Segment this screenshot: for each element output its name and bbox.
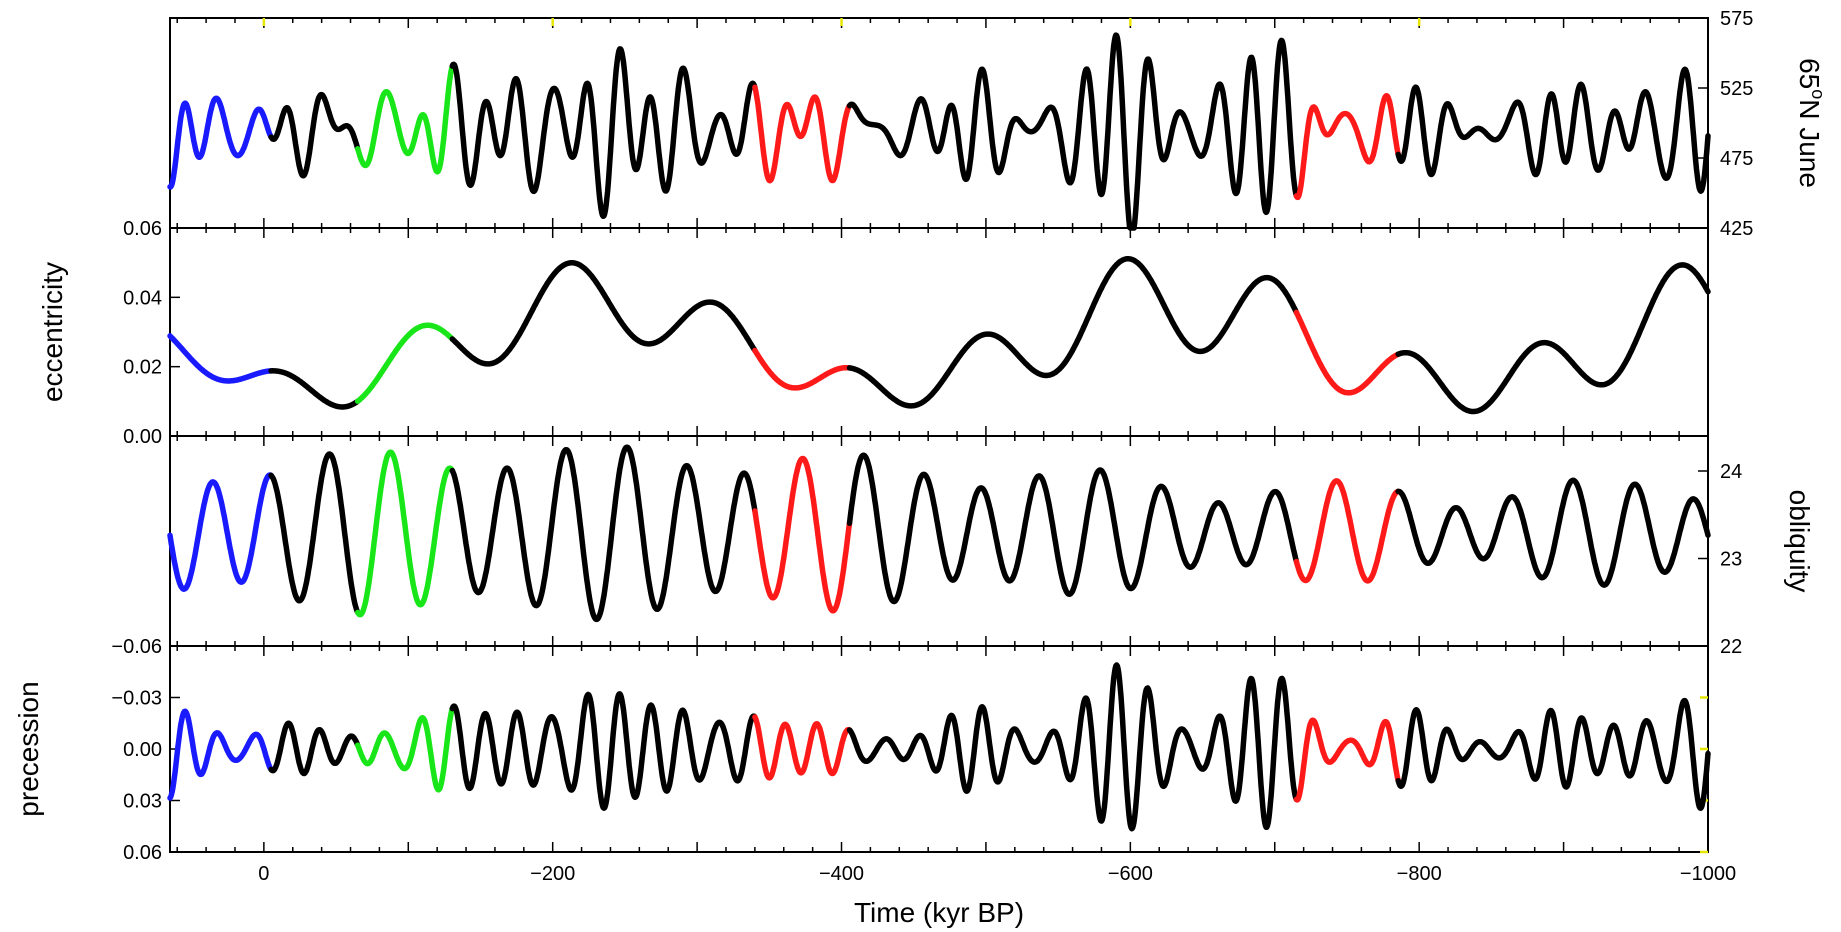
precession-ytick-label: 0.06	[123, 842, 162, 864]
insolation-ytick-label: 525	[1720, 78, 1753, 100]
eccentricity-ytick-label: 0.06	[123, 218, 162, 240]
precession-ytick-label: −0.03	[111, 688, 162, 710]
insolation-curve-segment	[167, 95, 274, 190]
eccentricity-curve-segment	[1293, 309, 1401, 396]
obliquity-curve-segment	[167, 472, 274, 592]
curves	[167, 32, 1711, 832]
x-tick-label: −600	[1108, 863, 1153, 885]
insolation-ylabel-sup: o	[1808, 89, 1828, 99]
insolation-curve-segment	[268, 91, 361, 179]
precession-panel-frame	[169, 645, 1709, 853]
insolation-panel-frame	[169, 17, 1709, 229]
eccentricity-curve-segment	[268, 368, 361, 410]
x-tick-label: −400	[819, 863, 864, 885]
precession-curve-segment	[268, 720, 361, 777]
x-tick-label: −800	[1397, 863, 1442, 885]
insolation-ylabel-suffix: N June	[1794, 99, 1825, 188]
x-tick-label: 0	[258, 863, 269, 885]
obliquity-ylabel: obliquity	[1784, 490, 1815, 593]
precession-curve-segment	[1293, 717, 1401, 803]
insolation-ytick-label: 475	[1720, 148, 1753, 170]
insolation-ylabel: 65oN June	[1794, 58, 1828, 188]
insolation-curve-segment	[1395, 66, 1711, 194]
eccentricity-curve-segment	[354, 322, 456, 404]
precession-curve-segment	[167, 708, 274, 801]
insolation-ytick-label: 575	[1720, 8, 1753, 30]
axis-ticks: 425 475 525 575 0.00 0.02 0.04 0.06 22 23 24 −0.06 −…	[111, 8, 1753, 885]
obliquity-ytick-label: 23	[1720, 549, 1742, 571]
obliquity-curve-segment	[449, 444, 758, 623]
x-tick-label: −200	[530, 863, 575, 885]
eccentricity-curve-segment	[167, 333, 274, 384]
insolation-curve-segment	[449, 46, 758, 220]
eccentricity-curve-segment	[1395, 262, 1711, 415]
precession-curve-segment	[354, 705, 456, 793]
insolation-ylabel-prefix: 65	[1794, 58, 1825, 89]
eccentricity-ytick-label: 0.02	[123, 357, 162, 379]
obliquity-ytick-label: 22	[1720, 636, 1742, 658]
eccentricity-ytick-label: 0.04	[123, 287, 162, 309]
obliquity-curve-segment	[354, 449, 456, 618]
eccentricity-curve-segment	[449, 260, 758, 367]
obliquity-curve-segment	[752, 455, 853, 614]
precession-curve-segment	[1395, 697, 1711, 811]
eccentricity-curve-segment	[752, 347, 853, 391]
x-tick-label: −1000	[1680, 863, 1736, 885]
obliquity-curve-segment	[846, 452, 1300, 605]
precession-curve-segment	[846, 662, 1300, 832]
eccentricity-ylabel: eccentricity	[37, 262, 68, 402]
eccentricity-curve-segment	[846, 256, 1300, 409]
insolation-curve-segment	[752, 84, 853, 184]
obliquity-curve-segment	[1395, 477, 1711, 588]
eccentricity-ytick-label: 0.00	[123, 426, 162, 448]
insolation-curve-segment	[354, 63, 456, 175]
precession-curve-segment	[449, 691, 758, 811]
precession-ytick-label: 0.03	[123, 791, 162, 813]
precession-ylabel: precession	[13, 681, 44, 816]
precession-curve-segment	[752, 714, 853, 781]
insolation-ytick-label: 425	[1720, 218, 1753, 240]
obliquity-curve-segment	[268, 451, 361, 616]
obliquity-ytick-label: 24	[1720, 461, 1742, 483]
eccentricity-panel-frame	[169, 227, 1709, 437]
insolation-curve-segment	[1293, 92, 1401, 201]
insolation-curve-segment	[846, 32, 1300, 231]
precession-ytick-label: −0.06	[111, 636, 162, 658]
precession-ytick-label: 0.00	[123, 739, 162, 761]
obliquity-curve-segment	[1293, 478, 1401, 584]
x-axis-label: Time (kyr BP)	[854, 897, 1024, 928]
